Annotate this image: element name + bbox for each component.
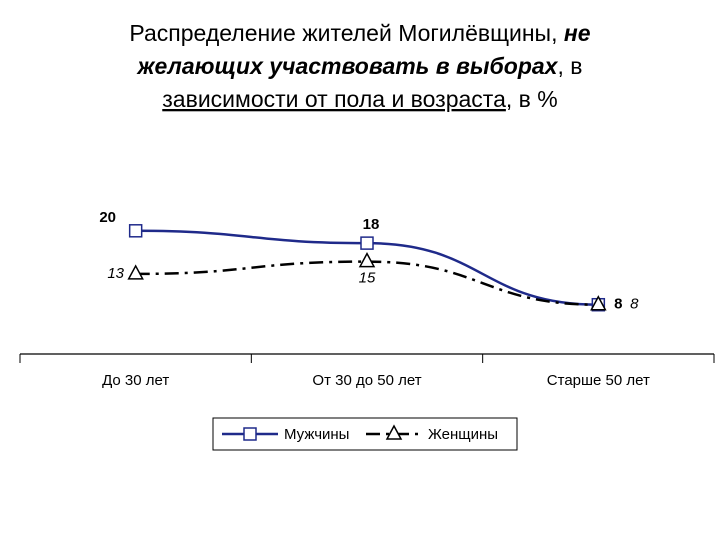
- x-tick-label: Старше 50 лет: [547, 372, 650, 389]
- x-tick-label: От 30 до 50 лет: [312, 372, 421, 389]
- chart-title-line: желающих участвовать в выборах, в: [136, 53, 583, 79]
- legend-marker: [385, 424, 403, 440]
- marker: [385, 424, 403, 440]
- x-tick-label: До 30 лет: [102, 372, 169, 389]
- legend-marker: [243, 427, 257, 441]
- data-label: 18: [363, 216, 380, 233]
- marker: [128, 224, 143, 238]
- title-part: Распределение жителей Могилёвщины,: [129, 20, 563, 46]
- data-label: 13: [107, 265, 124, 282]
- data-label: 15: [359, 270, 376, 287]
- title-part: , в %: [506, 86, 558, 112]
- title-part: желающих участвовать в выборах: [136, 53, 559, 79]
- title-part: не: [564, 20, 591, 46]
- title-part: , в: [557, 53, 582, 79]
- marker: [358, 252, 376, 268]
- legend-label: Мужчины: [284, 426, 349, 443]
- marker: [243, 427, 257, 441]
- marker: [360, 236, 374, 250]
- legend-label: Женщины: [428, 426, 498, 443]
- data-label: 8: [630, 296, 639, 313]
- data-label: 20: [99, 209, 116, 226]
- marker: [590, 295, 607, 311]
- chart-title-line: зависимости от пола и возраста, в %: [162, 86, 557, 112]
- data-label: 8: [614, 296, 622, 313]
- marker: [127, 264, 144, 280]
- chart-title-line: Распределение жителей Могилёвщины, не: [129, 20, 590, 46]
- title-part: зависимости от пола и возраста: [162, 86, 506, 112]
- series-line: [135, 260, 599, 306]
